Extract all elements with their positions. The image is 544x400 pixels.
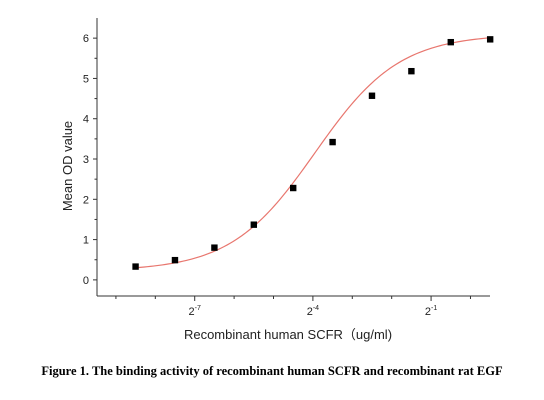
- data-point: [211, 244, 218, 251]
- x-axis-label: Recombinant human SCFR（ug/ml): [184, 327, 392, 342]
- y-axis-label: Mean OD value: [60, 121, 75, 211]
- y-tick-label: 4: [83, 114, 89, 126]
- y-tick-label: 0: [83, 275, 89, 287]
- data-point: [408, 67, 415, 75]
- figure-caption: Figure 1. The binding activity of recomb…: [41, 364, 503, 378]
- data-point: [486, 36, 494, 43]
- fit-curve: [135, 37, 491, 269]
- y-tick-label: 5: [83, 73, 89, 85]
- x-tick-base: 2: [425, 306, 431, 318]
- y-ticks: 0 1 2 3 4 5 6: [83, 33, 97, 287]
- data-point: [368, 92, 376, 99]
- data-point: [171, 256, 179, 264]
- y-tick-label: 3: [83, 154, 89, 166]
- data-point: [250, 221, 258, 228]
- y-tick-label: 6: [83, 33, 89, 45]
- x-tick-exponent: -4: [313, 305, 319, 312]
- x-tick-label: 2-4: [307, 305, 319, 318]
- data-point: [132, 263, 139, 270]
- y-tick-label: 1: [83, 235, 89, 247]
- x-tick-base: 2: [189, 306, 195, 318]
- data-point: [290, 184, 297, 192]
- x-tick-base: 2: [307, 306, 313, 318]
- data-point: [447, 38, 454, 46]
- axes: [96, 18, 490, 297]
- x-tick-label: 2-1: [425, 305, 437, 318]
- x-tick-exponent: -1: [431, 305, 437, 312]
- data-points: [132, 36, 494, 270]
- y-tick-label: 2: [83, 194, 89, 206]
- x-ticks: 2-7 2-4 2-1: [115, 296, 471, 318]
- x-tick-label: 2-7: [189, 305, 201, 318]
- data-point: [329, 138, 336, 146]
- x-tick-exponent: -7: [195, 305, 201, 312]
